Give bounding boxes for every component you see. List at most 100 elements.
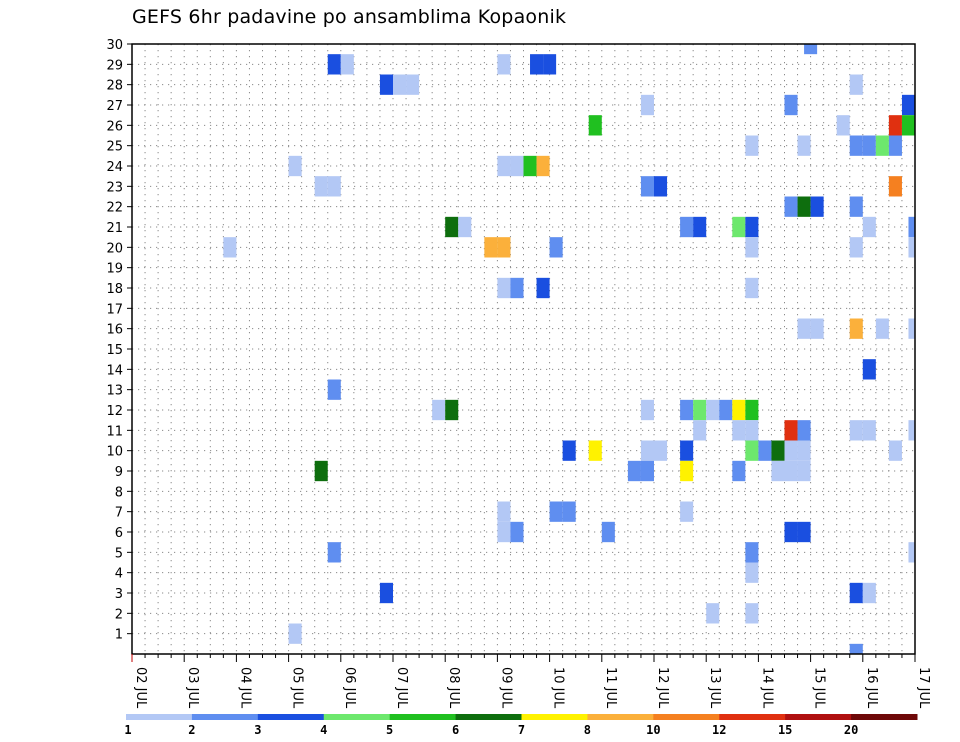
heatmap-cell [445,216,459,238]
colorbar-label: 4 [320,723,327,737]
heatmap-cell [693,399,707,421]
colorbar-label: 15 [778,723,792,737]
chart-title: GEFS 6hr padavine po ansamblima Kopaonik [132,6,567,28]
colorbar-label: 1 [124,723,131,737]
y-tick-label: 13 [106,384,123,399]
heatmap-cell [804,44,818,55]
heatmap-cell [784,420,798,441]
colorbar-segment [191,714,259,720]
y-tick-label: 30 [106,38,123,53]
heatmap-cell [536,155,550,177]
heatmap-cell [654,176,668,197]
heatmap-cell [797,196,811,217]
heatmap-cell [327,54,341,75]
heatmap-cell [458,216,472,238]
heatmap-cell [836,115,850,136]
heatmap-cell [327,176,341,197]
y-tick-label: 12 [106,404,123,419]
colorbar-segment [257,714,325,720]
y-tick-label: 25 [106,140,123,155]
colorbar-segment [851,714,918,720]
heatmap-cell [875,135,889,156]
heatmap-cell [908,216,915,238]
y-tick-label: 16 [106,323,123,338]
heatmap-cell [745,440,759,461]
x-tick-label: 07 JUL [394,667,409,709]
colorbar-segment [389,714,457,720]
heatmap-cell [340,54,354,75]
heatmap-cell [908,237,915,258]
colorbar-label: 3 [254,723,261,737]
y-tick-label: 20 [106,241,123,256]
heatmap-cell [393,74,407,95]
colorbar-segment [587,714,654,720]
heatmap-cell [510,277,524,299]
heatmap-cell [536,277,550,299]
y-tick-label: 14 [106,363,123,378]
y-tick-label: 27 [106,99,123,114]
heatmap-cell [497,277,511,299]
heatmap-cell [810,196,824,217]
heatmap-cell [888,176,902,197]
heatmap-cell [497,237,511,258]
heatmap-cell [732,460,746,482]
heatmap-cell [862,420,876,441]
x-tick-label: 04 JUL [237,667,252,709]
heatmap-cell [549,501,563,522]
colorbar-segment [126,714,193,720]
heatmap-cell [640,94,654,116]
heatmap-cell [562,440,576,461]
heatmap-cell [862,216,876,238]
colorbar-segment [719,714,786,720]
y-tick-label: 5 [115,546,123,561]
heatmap-cell [745,542,759,563]
y-tick-label: 17 [106,302,123,317]
y-tick-label: 1 [115,628,123,643]
heatmap-cell [771,440,785,461]
colorbar-label: 5 [386,723,393,737]
heatmap-cell [680,501,694,522]
heatmap-cell [862,582,876,604]
heatmap-cell [758,440,772,461]
x-tick-label: 06 JUL [342,667,357,709]
heatmap-cell [732,399,746,421]
heatmap-cell [588,115,602,136]
x-tick-label: 16 JUL [864,667,879,709]
y-tick-label: 19 [106,262,123,277]
heatmap-cell [497,155,511,177]
heatmap-cell [445,399,459,421]
y-tick-label: 4 [115,567,123,582]
heatmap-cell [562,501,576,522]
x-tick-label: 14 JUL [759,667,774,709]
y-tick-label: 9 [115,465,123,480]
heatmap-cell [640,440,654,461]
heatmap-cell [862,135,876,156]
heatmap-cell [888,135,902,156]
heatmap-cell [797,420,811,441]
heatmap-cell [745,216,759,238]
heatmap-cell [223,237,237,258]
colorbar-label: 2 [188,723,195,737]
colorbar-segment [785,714,852,720]
heatmap-cell [680,399,694,421]
heatmap-cell [888,440,902,461]
x-tick-label: 03 JUL [185,667,200,709]
heatmap-cell [693,420,707,441]
y-tick-label: 23 [106,180,123,195]
heatmap-cell [732,216,746,238]
x-tick-label: 09 JUL [498,667,513,709]
heatmap-cell [732,420,746,441]
colorbar-segment [521,714,588,720]
y-tick-label: 7 [115,506,123,521]
y-tick-label: 29 [106,58,123,73]
colorbar-label: 7 [518,723,525,737]
heatmap-cell [706,399,720,421]
heatmap-cell [745,603,759,624]
heatmap-cell [745,420,759,441]
heatmap-cell [706,603,720,624]
colorbar-label: 12 [712,723,726,737]
heatmap-cell [693,216,707,238]
heatmap-cell [901,115,915,136]
y-tick-label: 28 [106,79,123,94]
y-tick-label: 2 [115,607,123,622]
